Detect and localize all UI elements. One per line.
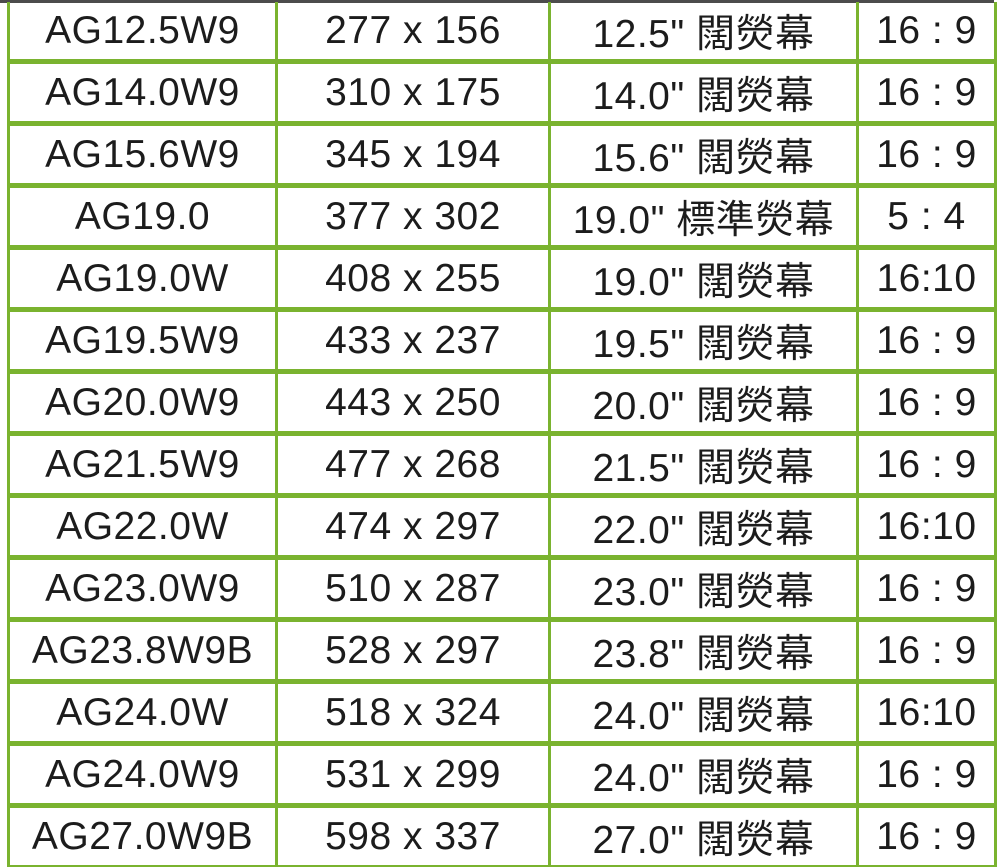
table-body: AG12.5W9 277 x 156 12.5" 闊熒幕 16 : 9 AG14… (7, 2, 997, 867)
table-row: AG19.0W 408 x 255 19.0" 闊熒幕 16:10 (7, 247, 997, 312)
dimensions-cell: 443 x 250 (275, 371, 551, 436)
dimensions-cell: 474 x 297 (275, 495, 551, 560)
aspect-ratio-cell: 5 : 4 (856, 185, 997, 250)
model-cell: AG23.0W9 (7, 557, 278, 622)
aspect-ratio-cell: 16:10 (856, 495, 997, 560)
table-row: AG24.0W9 531 x 299 24.0" 闊熒幕 16 : 9 (7, 743, 997, 808)
table-row: AG24.0W 518 x 324 24.0" 闊熒幕 16:10 (7, 681, 997, 746)
aspect-ratio-cell: 16 : 9 (856, 557, 997, 622)
model-cell: AG21.5W9 (7, 433, 278, 498)
size-label-cell: 23.0" 闊熒幕 (548, 557, 859, 622)
model-cell: AG19.0W (7, 247, 278, 312)
model-cell: AG27.0W9B (7, 805, 278, 867)
model-cell: AG14.0W9 (7, 61, 278, 126)
size-label-cell: 19.5" 闊熒幕 (548, 309, 859, 374)
aspect-ratio-cell: 16:10 (856, 247, 997, 312)
aspect-ratio-cell: 16 : 9 (856, 2, 997, 64)
table-row: AG15.6W9 345 x 194 15.6" 闊熒幕 16 : 9 (7, 123, 997, 188)
dimensions-cell: 598 x 337 (275, 805, 551, 867)
dimensions-cell: 345 x 194 (275, 123, 551, 188)
table-row: AG20.0W9 443 x 250 20.0" 闊熒幕 16 : 9 (7, 371, 997, 436)
size-label-cell: 15.6" 闊熒幕 (548, 123, 859, 188)
dimensions-cell: 277 x 156 (275, 2, 551, 64)
model-cell: AG22.0W (7, 495, 278, 560)
size-label-cell: 14.0" 闊熒幕 (548, 61, 859, 126)
model-cell: AG12.5W9 (7, 2, 278, 64)
size-label-cell: 27.0" 闊熒幕 (548, 805, 859, 867)
aspect-ratio-cell: 16 : 9 (856, 371, 997, 436)
dimensions-cell: 477 x 268 (275, 433, 551, 498)
size-label-cell: 21.5" 闊熒幕 (548, 433, 859, 498)
table-row: AG23.8W9B 528 x 297 23.8" 闊熒幕 16 : 9 (7, 619, 997, 684)
model-cell: AG19.5W9 (7, 309, 278, 374)
aspect-ratio-cell: 16 : 9 (856, 743, 997, 808)
aspect-ratio-cell: 16:10 (856, 681, 997, 746)
aspect-ratio-cell: 16 : 9 (856, 433, 997, 498)
size-label-cell: 22.0" 闊熒幕 (548, 495, 859, 560)
table-row: AG21.5W9 477 x 268 21.5" 闊熒幕 16 : 9 (7, 433, 997, 498)
size-label-cell: 24.0" 闊熒幕 (548, 743, 859, 808)
table-row: AG19.5W9 433 x 237 19.5" 闊熒幕 16 : 9 (7, 309, 997, 374)
table-row: AG23.0W9 510 x 287 23.0" 闊熒幕 16 : 9 (7, 557, 997, 622)
size-label-cell: 23.8" 闊熒幕 (548, 619, 859, 684)
aspect-ratio-cell: 16 : 9 (856, 309, 997, 374)
aspect-ratio-cell: 16 : 9 (856, 805, 997, 867)
monitor-dimension-table: AG12.5W9 277 x 156 12.5" 闊熒幕 16 : 9 AG14… (7, 2, 997, 867)
model-cell: AG15.6W9 (7, 123, 278, 188)
dimensions-cell: 531 x 299 (275, 743, 551, 808)
dimensions-cell: 518 x 324 (275, 681, 551, 746)
aspect-ratio-cell: 16 : 9 (856, 61, 997, 126)
model-cell: AG23.8W9B (7, 619, 278, 684)
dimensions-cell: 433 x 237 (275, 309, 551, 374)
model-cell: AG19.0 (7, 185, 278, 250)
dimensions-cell: 408 x 255 (275, 247, 551, 312)
table-row: AG12.5W9 277 x 156 12.5" 闊熒幕 16 : 9 (7, 2, 997, 64)
size-label-cell: 24.0" 闊熒幕 (548, 681, 859, 746)
cropped-top-rule (0, 0, 994, 3)
aspect-ratio-cell: 16 : 9 (856, 123, 997, 188)
dimensions-cell: 528 x 297 (275, 619, 551, 684)
dimensions-cell: 310 x 175 (275, 61, 551, 126)
dimensions-cell: 510 x 287 (275, 557, 551, 622)
aspect-ratio-cell: 16 : 9 (856, 619, 997, 684)
table-row: AG27.0W9B 598 x 337 27.0" 闊熒幕 16 : 9 (7, 805, 997, 867)
size-label-cell: 12.5" 闊熒幕 (548, 2, 859, 64)
table-row: AG19.0 377 x 302 19.0" 標準熒幕 5 : 4 (7, 185, 997, 250)
model-cell: AG24.0W (7, 681, 278, 746)
model-cell: AG24.0W9 (7, 743, 278, 808)
model-cell: AG20.0W9 (7, 371, 278, 436)
size-label-cell: 20.0" 闊熒幕 (548, 371, 859, 436)
dimensions-cell: 377 x 302 (275, 185, 551, 250)
size-label-cell: 19.0" 闊熒幕 (548, 247, 859, 312)
table-row: AG22.0W 474 x 297 22.0" 闊熒幕 16:10 (7, 495, 997, 560)
size-label-cell: 19.0" 標準熒幕 (548, 185, 859, 250)
table-row: AG14.0W9 310 x 175 14.0" 闊熒幕 16 : 9 (7, 61, 997, 126)
